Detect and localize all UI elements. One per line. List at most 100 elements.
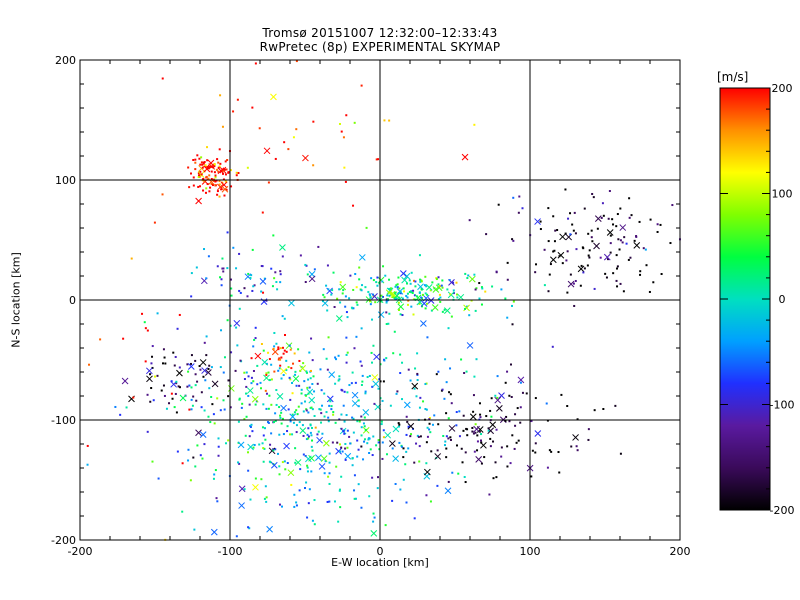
- data-point-dot: [606, 258, 609, 261]
- data-point-dot: [579, 284, 582, 287]
- data-point-dot: [298, 384, 301, 387]
- data-point-cross: [420, 320, 427, 327]
- data-point-dot: [382, 380, 385, 383]
- data-point-dot: [354, 273, 357, 276]
- data-point-dot: [178, 386, 181, 389]
- data-point-dot: [481, 287, 484, 290]
- data-point-dot: [216, 190, 219, 193]
- x-tick-label: 200: [670, 545, 691, 558]
- data-point-dot: [214, 184, 217, 187]
- data-point-dot: [346, 351, 349, 354]
- data-point-dot: [426, 302, 429, 305]
- data-point-dot: [220, 188, 223, 191]
- data-point-dot: [261, 426, 264, 429]
- data-point-dot: [437, 276, 440, 279]
- data-point-dot: [279, 270, 282, 273]
- data-point-dot: [576, 418, 579, 421]
- data-point-dot: [199, 173, 202, 176]
- data-point-dot: [203, 180, 206, 183]
- data-point-dot: [639, 270, 642, 273]
- colorbar-tick-label: 100: [772, 188, 793, 201]
- data-point-dot: [217, 170, 220, 173]
- data-point-dot: [360, 364, 363, 367]
- data-point-dot: [316, 433, 319, 436]
- data-point-cross: [593, 242, 600, 250]
- data-point-dot: [601, 202, 604, 205]
- data-point-dot: [474, 423, 477, 426]
- data-point-dot: [351, 416, 354, 419]
- data-point-dot: [547, 290, 550, 293]
- data-point-dot: [669, 242, 672, 245]
- data-point-dot: [288, 344, 291, 347]
- data-point-dot: [205, 277, 208, 280]
- data-point-dot: [310, 445, 313, 448]
- data-point-dot: [173, 364, 176, 367]
- data-point-dot: [310, 470, 313, 473]
- data-point-dot: [230, 185, 233, 188]
- data-point-dot: [114, 405, 117, 408]
- data-point-dot: [360, 506, 363, 509]
- data-point-dot: [436, 449, 439, 452]
- data-point-dot: [340, 413, 343, 416]
- data-point-dot: [205, 335, 208, 338]
- data-point-dot: [203, 409, 206, 412]
- data-point-cross: [289, 413, 297, 421]
- data-point-dot: [609, 234, 612, 237]
- data-point-dot: [188, 186, 191, 189]
- data-point-dot: [385, 311, 388, 314]
- data-point-dot: [343, 390, 346, 393]
- data-point-dot: [472, 410, 475, 413]
- data-point-dot: [566, 405, 569, 408]
- data-point-dot: [395, 392, 398, 395]
- data-point-dot: [431, 423, 434, 426]
- data-point-dot: [364, 392, 367, 395]
- data-point-dot: [518, 195, 521, 198]
- data-point-dot: [360, 426, 363, 429]
- data-point-dot: [508, 394, 511, 397]
- data-point-dot: [249, 424, 252, 427]
- data-point-dot: [210, 183, 213, 186]
- data-point-dot: [521, 207, 524, 210]
- data-point-dot: [372, 435, 375, 438]
- data-point-dot: [304, 400, 307, 403]
- data-point-dot: [323, 392, 326, 395]
- data-point-dot: [525, 392, 528, 395]
- data-point-cross: [195, 429, 202, 437]
- data-point-dot: [294, 370, 297, 373]
- data-point-dot: [312, 375, 315, 378]
- data-point-dot: [130, 257, 133, 260]
- data-point-dot: [213, 473, 216, 476]
- data-point-cross: [425, 284, 433, 291]
- data-point-cross: [199, 359, 207, 366]
- data-point-dot: [405, 415, 408, 418]
- data-point-dot: [227, 439, 230, 442]
- data-point-dot: [487, 427, 490, 430]
- data-point-dot: [407, 299, 410, 302]
- data-point-cross: [549, 256, 557, 264]
- data-point-dot: [319, 408, 322, 411]
- data-point-dot: [551, 345, 554, 348]
- data-point-dot: [161, 362, 164, 365]
- data-point-dot: [338, 488, 341, 491]
- data-point-dot: [372, 293, 375, 296]
- data-point-dot: [619, 239, 622, 242]
- data-point-dot: [259, 381, 262, 384]
- data-point-dot: [196, 154, 199, 157]
- data-point-dot: [307, 392, 310, 395]
- data-point-dot: [391, 499, 394, 502]
- data-point-dot: [558, 255, 561, 258]
- data-point-dot: [575, 248, 578, 251]
- data-point-dot: [386, 294, 389, 297]
- data-point-dot: [377, 441, 380, 444]
- data-point-dot: [386, 453, 389, 456]
- data-point-dot: [652, 281, 655, 284]
- data-point-dot: [369, 294, 372, 297]
- data-point-dot: [420, 280, 423, 283]
- data-point-dot: [659, 223, 662, 226]
- data-point-dot: [307, 502, 310, 505]
- data-point-dot: [327, 475, 330, 478]
- data-point-dot: [428, 422, 431, 425]
- data-point-dot: [201, 163, 204, 166]
- data-point-dot: [163, 394, 166, 397]
- data-point-dot: [328, 482, 331, 485]
